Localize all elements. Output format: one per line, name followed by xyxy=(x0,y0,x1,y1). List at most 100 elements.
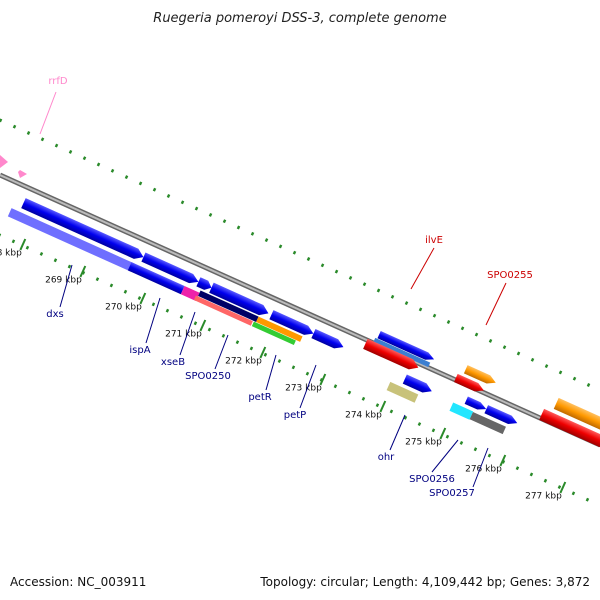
gene-label-ispa: ispA xyxy=(129,345,150,356)
gene-feature xyxy=(251,321,296,346)
tick-label: 275 kbp xyxy=(405,438,442,448)
gene-feature xyxy=(539,408,600,449)
gene-feature xyxy=(7,208,135,272)
guide-dot xyxy=(166,194,171,198)
label-leader-line xyxy=(59,264,73,308)
tick-mark xyxy=(499,454,507,467)
guide-dot xyxy=(530,357,535,362)
gene-label-petr: petR xyxy=(248,392,271,403)
label-leader-line xyxy=(472,447,489,488)
gene-feature xyxy=(363,338,419,370)
guide-dot xyxy=(572,376,577,381)
guide-dot xyxy=(95,277,100,282)
tick-mark xyxy=(259,346,267,359)
guide-dot xyxy=(418,307,423,312)
guide-dot xyxy=(109,283,114,288)
gene-label-petp: petP xyxy=(284,410,306,421)
guide-dot xyxy=(123,289,128,294)
guide-dot xyxy=(445,434,450,439)
guide-dot xyxy=(585,497,590,502)
gene-feature xyxy=(373,337,431,368)
gene-features xyxy=(0,155,600,449)
gene-feature xyxy=(553,397,600,434)
label-leader-line xyxy=(39,91,57,135)
tick-label: 272 kbp xyxy=(225,357,262,367)
gene-rrfD-a xyxy=(0,155,8,168)
guide-dot xyxy=(67,264,72,269)
tick-mark xyxy=(559,481,567,494)
guide-dot xyxy=(417,422,422,427)
guide-dot xyxy=(193,321,198,326)
gene-rrfD-b xyxy=(18,170,27,178)
guide-dot xyxy=(250,231,255,236)
gene-feature xyxy=(402,374,432,393)
label-leader-line xyxy=(431,439,459,473)
guide-dot xyxy=(292,250,297,255)
gene-label-ilve: ilvE xyxy=(425,235,443,246)
guide-dot xyxy=(40,137,45,142)
guide-dot xyxy=(375,403,380,408)
guide-dot xyxy=(278,244,283,249)
gene-label-spo0255: SPO0255 xyxy=(487,270,533,281)
guide-dot xyxy=(446,320,451,324)
guide-dot xyxy=(557,485,562,490)
guide-dot xyxy=(544,364,549,369)
guide-dot xyxy=(221,333,226,338)
guide-dot xyxy=(516,351,521,356)
label-leader-line xyxy=(265,354,277,391)
guide-dot xyxy=(459,441,464,445)
label-leader-line xyxy=(299,364,317,409)
tick-marks: 268 kbp 269 kbp 270 kbp 271 kbp 272 kbp 273 k… xyxy=(0,238,567,502)
gene-feature xyxy=(311,329,344,349)
tick-label: 273 kbp xyxy=(285,384,322,394)
gene-feature xyxy=(464,396,487,410)
tick-label: 271 kbp xyxy=(165,330,202,340)
guide-dot xyxy=(361,396,366,401)
guide-dot xyxy=(82,156,87,161)
guide-dot xyxy=(0,233,2,238)
guide-dot xyxy=(334,269,339,274)
gene-feature xyxy=(193,295,253,326)
guide-dot xyxy=(460,326,465,331)
guide-dot xyxy=(362,282,367,287)
guide-dot xyxy=(431,428,436,433)
guide-dot xyxy=(502,345,507,350)
guide-dot xyxy=(179,315,184,319)
guide-dot xyxy=(473,447,478,452)
genome-backbone xyxy=(0,172,600,448)
label-leader-line xyxy=(145,297,161,344)
guide-dot xyxy=(180,200,185,205)
guide-dot xyxy=(222,219,227,224)
guide-dot xyxy=(54,143,59,148)
gene-feature xyxy=(386,381,419,403)
tick-mark xyxy=(79,265,87,278)
guide-dot xyxy=(347,390,352,395)
gene-feature xyxy=(198,290,259,323)
tick-mark xyxy=(199,319,207,332)
gene-feature xyxy=(209,282,269,316)
tick-label: 277 kbp xyxy=(525,492,562,502)
guide-dot xyxy=(151,302,156,307)
guide-dot xyxy=(249,346,254,351)
guide-dot xyxy=(53,258,58,263)
guide-dot xyxy=(207,327,212,332)
guide-dot xyxy=(376,288,381,293)
guide-dot xyxy=(110,168,115,173)
gene-feature xyxy=(269,310,314,335)
guide-dot xyxy=(390,294,395,299)
label-leader-line xyxy=(410,247,435,290)
guide-dot xyxy=(543,478,548,483)
gene-feature xyxy=(484,405,518,424)
tick-mark xyxy=(319,373,327,386)
gene-feature xyxy=(141,252,199,284)
gene-label-spo0256: SPO0256 xyxy=(409,474,455,485)
tick-label: 276 kbp xyxy=(465,465,502,475)
guide-dot xyxy=(26,131,31,135)
guide-dot xyxy=(291,365,296,370)
gene-feature xyxy=(180,286,200,301)
tick-mark xyxy=(139,292,147,305)
label-leader-line xyxy=(179,311,196,356)
gene-label-rrfd: rrfD xyxy=(48,76,68,87)
guide-dot xyxy=(333,384,338,389)
